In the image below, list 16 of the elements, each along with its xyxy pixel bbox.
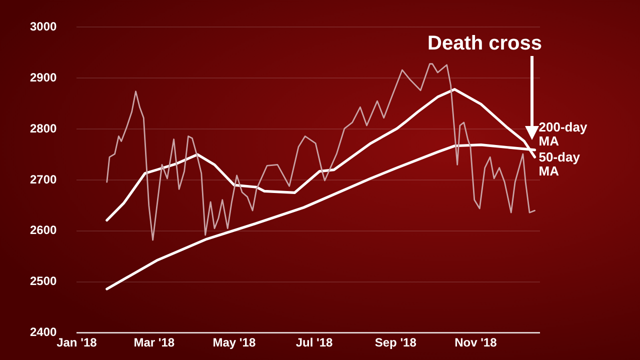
y-tick-label: 2600	[30, 223, 58, 238]
x-tick-label: Nov '18	[454, 335, 498, 350]
x-tick-label: Sep '18	[374, 335, 417, 350]
annotation: Death cross	[428, 32, 542, 55]
y-tick-label: 3000	[30, 20, 58, 34]
x-tick-label: Jan '18	[56, 335, 98, 350]
x-tick-label: Mar '18	[134, 335, 175, 350]
legend-label: 200-day MA	[538, 120, 588, 149]
y-tick-label: 2900	[30, 70, 58, 84]
y-tick-label: 2400	[30, 325, 58, 340]
x-tick-label: May '18	[212, 335, 256, 350]
y-tick-label: 2800	[30, 121, 58, 136]
series-label: 50-day MA	[538, 150, 581, 179]
x-tick-label: Jul '18	[296, 335, 334, 350]
y-tick-label: 2500	[30, 274, 58, 288]
y-tick-label: 2700	[30, 172, 58, 186]
